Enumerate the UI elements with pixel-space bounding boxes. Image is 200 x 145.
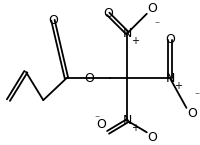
Text: O: O bbox=[165, 33, 175, 46]
Text: O: O bbox=[148, 2, 158, 15]
Text: O: O bbox=[187, 107, 197, 120]
Text: O: O bbox=[48, 14, 58, 27]
Text: +: + bbox=[131, 123, 139, 133]
Text: N: N bbox=[123, 27, 132, 40]
Text: O: O bbox=[84, 72, 94, 85]
Text: N: N bbox=[123, 114, 132, 127]
Text: +: + bbox=[174, 81, 182, 91]
Text: O: O bbox=[96, 118, 106, 130]
Text: O: O bbox=[148, 130, 158, 144]
Text: ⁻: ⁻ bbox=[94, 114, 99, 124]
Text: ⁻: ⁻ bbox=[194, 92, 199, 102]
Text: N: N bbox=[165, 72, 175, 85]
Text: O: O bbox=[103, 7, 113, 20]
Text: +: + bbox=[131, 36, 139, 46]
Text: ⁻: ⁻ bbox=[155, 20, 160, 30]
